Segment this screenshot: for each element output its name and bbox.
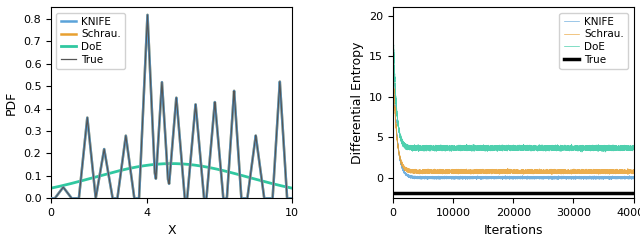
- True: [284, 197, 291, 200]
- DoE: [168, 162, 175, 165]
- Schrau.: [460, 171, 468, 174]
- DoE: [47, 187, 55, 190]
- Line: DoE: DoE: [51, 164, 292, 188]
- DoE: [150, 163, 157, 166]
- Schrau.: [402, 168, 410, 171]
- Schrau.: [499, 169, 507, 172]
- Schrau.: [89, 170, 97, 173]
- True: [288, 197, 296, 200]
- DoE: [542, 147, 550, 150]
- True: [143, 13, 151, 16]
- Schrau.: [570, 171, 577, 174]
- KNIFE: [542, 176, 550, 179]
- True: [389, 191, 397, 194]
- DoE: [460, 145, 468, 148]
- KNIFE: [75, 197, 83, 200]
- Schrau.: [548, 173, 556, 176]
- DoE: [389, 15, 397, 18]
- Y-axis label: PDF: PDF: [5, 91, 18, 115]
- Schrau.: [47, 197, 55, 200]
- X-axis label: X: X: [167, 224, 176, 237]
- KNIFE: [513, 175, 521, 178]
- Schrau.: [75, 197, 83, 200]
- DoE: [570, 147, 577, 150]
- Line: KNIFE: KNIFE: [393, 48, 634, 180]
- True: [89, 170, 97, 173]
- Schrau.: [288, 197, 296, 200]
- Schrau.: [150, 155, 158, 158]
- Schrau.: [284, 197, 291, 200]
- KNIFE: [499, 178, 506, 181]
- Line: KNIFE: KNIFE: [51, 15, 292, 198]
- Schrau.: [257, 175, 265, 178]
- Line: True: True: [51, 15, 292, 198]
- Legend: KNIFE, Schrau., DoE, True: KNIFE, Schrau., DoE, True: [559, 13, 628, 69]
- DoE: [284, 186, 291, 189]
- DoE: [75, 180, 83, 183]
- KNIFE: [630, 175, 637, 178]
- True: [75, 197, 83, 200]
- KNIFE: [89, 170, 97, 173]
- DoE: [257, 179, 265, 182]
- KNIFE: [257, 175, 265, 178]
- KNIFE: [570, 177, 577, 180]
- DoE: [513, 146, 521, 149]
- X-axis label: Iterations: Iterations: [483, 224, 543, 237]
- Y-axis label: Differential Entropy: Differential Entropy: [351, 42, 364, 164]
- KNIFE: [499, 177, 507, 180]
- Schrau.: [389, 55, 397, 58]
- Line: Schrau.: Schrau.: [393, 57, 634, 175]
- KNIFE: [288, 197, 296, 200]
- DoE: [89, 176, 97, 179]
- Schrau.: [542, 170, 550, 173]
- KNIFE: [460, 177, 468, 180]
- KNIFE: [402, 173, 410, 176]
- DoE: [140, 164, 147, 167]
- KNIFE: [150, 155, 158, 158]
- Legend: KNIFE, Schrau., DoE, True: KNIFE, Schrau., DoE, True: [56, 13, 125, 69]
- DoE: [499, 148, 507, 151]
- DoE: [389, 13, 397, 16]
- Line: DoE: DoE: [393, 15, 634, 152]
- KNIFE: [143, 13, 151, 16]
- DoE: [288, 187, 296, 190]
- Schrau.: [140, 100, 147, 103]
- KNIFE: [284, 197, 291, 200]
- KNIFE: [140, 100, 147, 103]
- KNIFE: [47, 197, 55, 200]
- True: [389, 191, 397, 194]
- KNIFE: [389, 47, 397, 50]
- True: [150, 155, 158, 158]
- True: [257, 175, 265, 178]
- Schrau.: [630, 169, 637, 172]
- DoE: [578, 151, 586, 154]
- Schrau.: [143, 13, 151, 16]
- DoE: [630, 147, 637, 150]
- True: [47, 197, 55, 200]
- DoE: [402, 145, 410, 148]
- Schrau.: [513, 170, 521, 173]
- Line: Schrau.: Schrau.: [51, 15, 292, 198]
- True: [140, 100, 147, 103]
